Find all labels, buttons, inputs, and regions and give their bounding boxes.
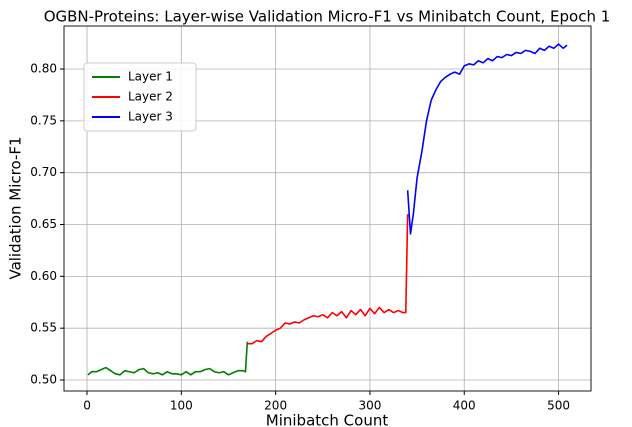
x-axis-label: Minibatch Count: [266, 412, 389, 427]
y-tick-label: 0.80: [30, 62, 57, 76]
y-tick-label: 0.60: [30, 269, 57, 283]
legend-label: Layer 1: [128, 70, 173, 84]
legend: Layer 1 Layer 2 Layer 3: [83, 62, 197, 132]
line-series: [247, 214, 409, 345]
y-tick-label: 0.75: [30, 113, 57, 127]
y-tick-label: 0.50: [30, 373, 57, 387]
y-tick-label: 0.55: [30, 321, 57, 335]
x-tick-label: 100: [170, 399, 193, 413]
plot-frame: [63, 25, 592, 392]
x-tick-label: 500: [547, 399, 570, 413]
legend-box: [83, 62, 197, 132]
legend-label: Layer 3: [128, 110, 173, 124]
x-tick-label: 200: [264, 399, 287, 413]
y-tick-label: 0.70: [30, 165, 57, 179]
x-tick-label: 300: [358, 399, 381, 413]
line-series: [406, 43, 568, 235]
line-series: [87, 341, 249, 376]
y-axis-label: Validation Micro-F1: [7, 136, 25, 279]
chart-title: OGBN-Proteins: Layer-wise Validation Mic…: [44, 8, 611, 26]
legend-label: Layer 2: [128, 90, 173, 104]
y-tick-label: 0.65: [30, 217, 57, 231]
x-tick-label: 400: [453, 399, 476, 413]
x-tick-label: 0: [83, 399, 91, 413]
